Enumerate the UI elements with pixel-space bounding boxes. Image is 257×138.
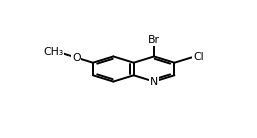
Text: O: O xyxy=(72,53,81,63)
Text: CH₃: CH₃ xyxy=(43,47,63,57)
Text: N: N xyxy=(150,77,158,87)
Text: Br: Br xyxy=(148,35,160,45)
Text: Cl: Cl xyxy=(193,52,204,62)
